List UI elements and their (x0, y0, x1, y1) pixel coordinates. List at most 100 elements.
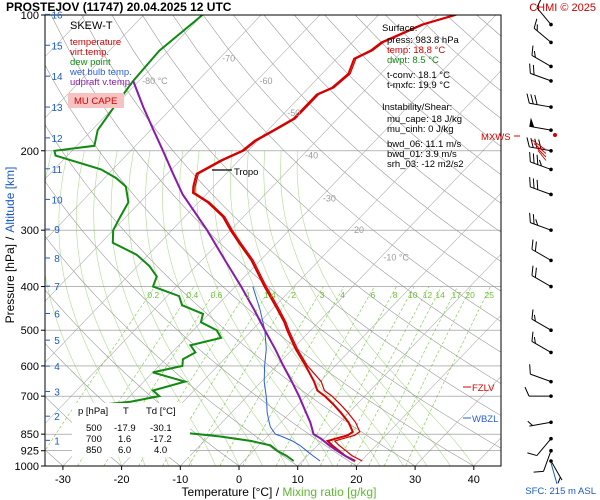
virtual-temperature-line (194, 15, 457, 462)
wind-barb-feather (526, 137, 530, 148)
wind-barb-feather (538, 139, 542, 150)
mixing-ratio-label: 0.4 (186, 290, 198, 300)
wind-barb-feather (536, 154, 539, 165)
isotherm-label: -60 (259, 76, 272, 86)
x-tick-label: -20 (114, 474, 130, 486)
isotherm (414, 376, 501, 466)
wind-barb-feather (534, 138, 538, 149)
isotherm-label: -50 (287, 108, 300, 118)
wind-barb (531, 265, 553, 289)
y-axis: 100 200 300 400 500 600 700 850 925 1000 (15, 10, 45, 473)
legend-dew-point: dew point (70, 57, 111, 68)
dry-adiabat (202, 15, 501, 292)
isotherm (180, 131, 501, 466)
credit-label: CHMI © 2025 (529, 2, 596, 14)
wind-barb-feather (538, 159, 542, 167)
wind-barb-dot (549, 420, 553, 425)
wind-barb-feather (527, 420, 533, 426)
table-header-td: Td [°C] (146, 406, 176, 417)
wind-barb-pennant (529, 117, 535, 128)
wind-barb (527, 420, 553, 427)
altitude-tick-label: 6 (54, 309, 60, 320)
level-table-bg (72, 403, 190, 457)
y-tick-label: 1000 (15, 461, 39, 473)
table-row-1-t: -17.9 (114, 423, 136, 434)
legend-virt-temp: virt.temp. (70, 47, 109, 58)
wind-barb-feather (529, 177, 531, 187)
level-table: p [hPa] T Td [°C] 500 -17.9 -30.1 700 1.… (72, 403, 190, 457)
wind-barb-feather (534, 267, 537, 278)
isotherm (45, 15, 144, 119)
mixing-ratio-label: 2 (291, 290, 296, 300)
wind-barb-feather (536, 179, 539, 190)
altitude-tick-label: 2 (54, 412, 60, 423)
isotherm-label: -70 (222, 54, 235, 64)
wind-barb-dot (549, 167, 553, 172)
mxws-feather (533, 143, 547, 154)
level-markers: MXWS FZLV WBZL (463, 132, 520, 425)
mixing-ratio-label: 17 (452, 290, 462, 300)
mixing-ratio-label: 6 (371, 290, 376, 300)
mixing-ratio-label: 0.6 (210, 290, 222, 300)
surface-press: press: 983.8 hPa (387, 35, 460, 46)
table-row-2-t: 1.6 (118, 434, 131, 445)
isotherm-label: -20 (351, 225, 364, 235)
mxws-barb (531, 133, 557, 161)
mixing-ratio-axis-label: Mixing ratio [g/kg] (282, 485, 376, 499)
wind-barb (549, 459, 563, 484)
table-row-2-p: 700 (86, 434, 102, 445)
wind-barb-dot (549, 459, 553, 463)
altitude-tick-label: 16 (51, 10, 63, 21)
wind-barb-feather (529, 63, 531, 74)
wind-barb-staff (536, 7, 552, 25)
wind-barb-dot (549, 394, 553, 398)
wind-barb-staff (530, 373, 552, 383)
dry-adiabat (81, 15, 501, 416)
wind-barb-feather (527, 452, 537, 457)
sfc-label: SFC: 215 m ASL (525, 486, 596, 497)
mxws-feather (531, 139, 547, 151)
wind-barb (529, 63, 553, 83)
x-axis-title: Temperature [°C] / Mixing ratio [g/kg] (182, 485, 377, 499)
wind-barb-feather (532, 214, 535, 225)
isotherm (121, 70, 501, 466)
wind-barb-feather (533, 470, 544, 473)
mu-cape-value: mu_cape: 18 J/kg (387, 114, 462, 125)
surface-temp: temp: 18.8 °C (387, 45, 445, 56)
wind-barb-feather (530, 137, 534, 148)
wind-barb-feather (529, 152, 531, 162)
x-tick-label: 0 (236, 474, 242, 486)
mixing-ratio-label: 1 (246, 290, 251, 300)
x-tick-label: 10 (292, 474, 304, 486)
legend-temperature: temperature (70, 37, 121, 48)
wind-barb-dot (549, 350, 553, 355)
wind-barb-dot (549, 40, 553, 45)
wind-barb-feather (532, 64, 535, 75)
temperature-line (191, 15, 456, 462)
chart-title: PROSTEJOV (11747) 20.04.2025 12 UTC (6, 0, 232, 14)
wind-barb-feather (532, 153, 535, 164)
isotherm-label: -30 (323, 193, 336, 203)
altitude-tick-label: 15 (51, 41, 63, 52)
altitude-tick-label: 5 (54, 336, 60, 347)
wind-barb-dot (549, 228, 553, 232)
dry-adiabat (294, 15, 501, 204)
y-axis-title: Pressure [hPa] / Altitude [km] (3, 167, 17, 324)
mu-cinh-value: mu_cinh: 0 J/kg (387, 124, 454, 135)
wbzl-label: WBZL (472, 414, 498, 425)
dry-adiabat (233, 15, 501, 262)
mixing-ratio-label: 25 (485, 290, 495, 300)
mixing-ratio-label: 4 (340, 290, 345, 300)
srh-03-value: srh_03: -12 m2/s2 (387, 159, 464, 170)
sfc-marker (550, 462, 558, 485)
wind-barb (526, 93, 553, 109)
mixing-ratio-label: 8 (393, 290, 398, 300)
altitude-tick-label: 1 (54, 436, 60, 447)
altitude-tick-label: 3 (54, 387, 60, 398)
wind-barb-feather (536, 0, 542, 8)
x-axis: -30 -20 -10 0 10 20 30 40 (55, 466, 480, 486)
legend-updraft: udpraft v.temp. (70, 77, 133, 88)
y-tick-label: 600 (21, 361, 39, 373)
wind-barb-dot (549, 105, 553, 109)
